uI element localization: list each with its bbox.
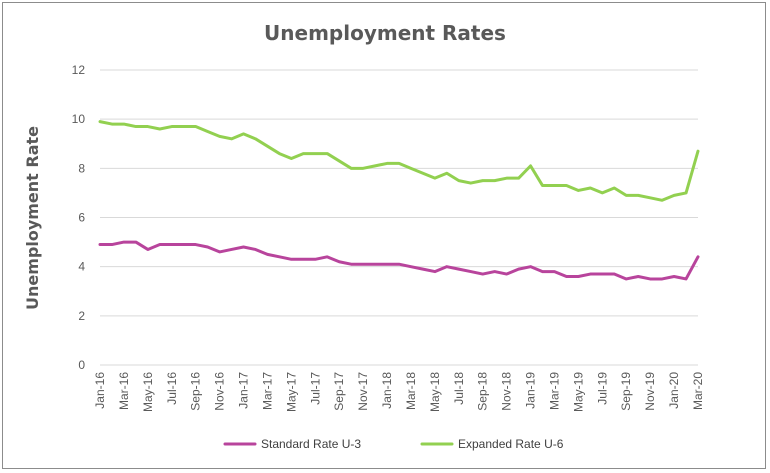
x-tick-label-Jul-19: Jul-19 — [595, 372, 609, 405]
x-tick-label-Sep-16: Sep-16 — [189, 372, 203, 411]
x-tick-label-Nov-17: Nov-17 — [356, 372, 370, 411]
x-tick-label-May-17: May-17 — [284, 372, 298, 412]
x-axis-ticks: Jan-16 Mar-16 May-16 Jul-16 Sep-16 Nov-16 Jan-… — [93, 372, 705, 412]
x-tick-label-May-19: May-19 — [571, 372, 585, 412]
y-tick-label-2: 2 — [78, 309, 85, 323]
y-axis-label: Unemployment Rate — [23, 126, 42, 310]
y-tick-label-8: 8 — [78, 161, 85, 175]
legend: Standard Rate U-3 Expanded Rate U-6 — [223, 437, 564, 451]
x-tick-label-Jul-18: Jul-18 — [452, 372, 466, 405]
y-tick-label-0: 0 — [78, 358, 85, 372]
series-line-1 — [98, 240, 700, 281]
x-tick-label-May-18: May-18 — [428, 372, 442, 412]
legend-label-2: Expanded Rate U-6 — [458, 437, 564, 451]
x-tick-label-Jan-19: Jan-19 — [524, 372, 538, 409]
x-tick-label-Mar-17: Mar-17 — [260, 372, 274, 410]
legend-label-1: Standard Rate U-3 — [261, 437, 361, 451]
y-axis-ticks: 0 2 4 6 8 10 12 — [72, 63, 86, 372]
series-line-2 — [98, 120, 700, 202]
chart-title: Unemployment Rates — [264, 21, 506, 45]
x-tick-label-Mar-18: Mar-18 — [404, 372, 418, 410]
x-tick-label-Jan-20: Jan-20 — [667, 372, 681, 409]
x-tick-label-Sep-19: Sep-19 — [619, 372, 633, 411]
x-tick-label-Jul-16: Jul-16 — [165, 372, 179, 405]
y-tick-label-12: 12 — [72, 63, 86, 77]
x-tick-label-May-16: May-16 — [141, 372, 155, 412]
x-tick-label-Nov-16: Nov-16 — [213, 372, 227, 411]
x-tick-label-Mar-16: Mar-16 — [117, 372, 131, 410]
x-tick-label-Jan-18: Jan-18 — [380, 372, 394, 409]
series-lines — [98, 120, 700, 281]
x-tick-label-Jan-17: Jan-17 — [237, 372, 251, 409]
x-tick-label-Mar-20: Mar-20 — [691, 372, 705, 410]
chart-frame — [2, 2, 766, 469]
y-tick-label-10: 10 — [72, 112, 86, 126]
x-tick-label-Mar-19: Mar-19 — [547, 372, 561, 410]
x-tick-label-Jul-17: Jul-17 — [308, 372, 322, 405]
x-tick-label-Sep-18: Sep-18 — [476, 372, 490, 411]
x-tick-label-Jan-16: Jan-16 — [93, 372, 107, 409]
x-tick-label-Nov-18: Nov-18 — [500, 372, 514, 411]
x-tick-label-Nov-19: Nov-19 — [643, 372, 657, 411]
gridlines — [100, 69, 698, 366]
y-tick-label-6: 6 — [78, 211, 85, 225]
y-tick-label-4: 4 — [78, 260, 85, 274]
x-tick-label-Sep-17: Sep-17 — [332, 372, 346, 411]
